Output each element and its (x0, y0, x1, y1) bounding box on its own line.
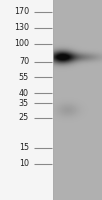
Text: 15: 15 (19, 144, 29, 152)
Text: 70: 70 (19, 58, 29, 66)
Text: 10: 10 (19, 160, 29, 168)
Text: 25: 25 (19, 114, 29, 122)
Text: 35: 35 (19, 98, 29, 108)
Text: 130: 130 (14, 23, 29, 32)
Bar (0, 0, 53, 200)
Text: 55: 55 (19, 72, 29, 82)
Text: 100: 100 (14, 40, 29, 48)
Text: 40: 40 (19, 88, 29, 98)
Bar (53, 0, 102, 200)
Text: 170: 170 (14, 7, 29, 17)
